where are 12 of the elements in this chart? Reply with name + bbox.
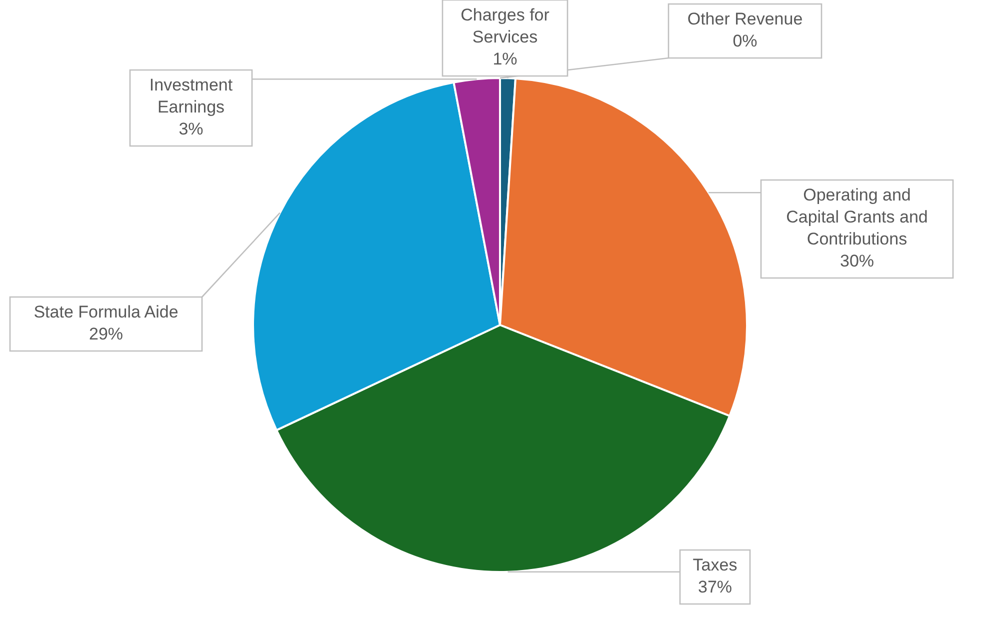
data-label: 1% [492, 50, 518, 69]
slice-label: Investment Earnings [149, 76, 233, 117]
slice-label: Taxes [692, 556, 738, 575]
text: 0% [732, 32, 758, 51]
data-label: 37% [698, 578, 732, 597]
slice-label: Operating and Capital Grants and Contributions [786, 186, 928, 249]
slice-label: State Formula Aide [34, 302, 178, 322]
data-label: 30% [840, 252, 874, 271]
category-label: Other Revenue [687, 10, 803, 29]
data-label: 29% [88, 324, 124, 344]
data-label: 3% [178, 120, 204, 139]
slice-label: Charges for Services [460, 6, 550, 47]
